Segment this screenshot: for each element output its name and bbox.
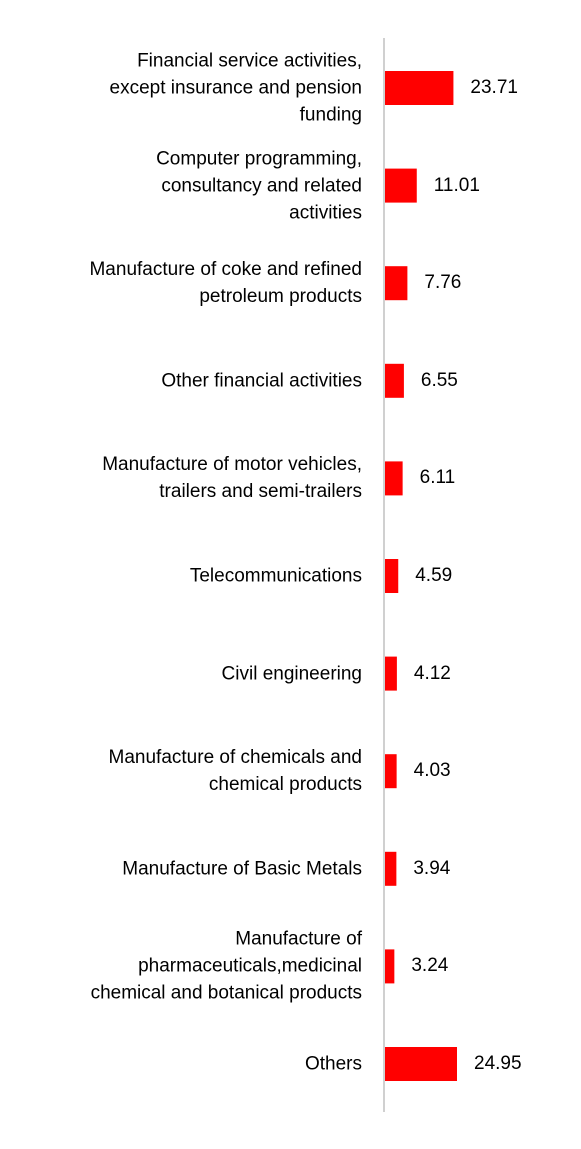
data-label: 11.01 xyxy=(433,174,480,196)
bar xyxy=(385,363,404,398)
category-label: Others xyxy=(32,1051,362,1078)
category-label-line: Manufacture of chemicals and xyxy=(108,747,362,769)
data-label: 6.55 xyxy=(420,369,458,391)
data-label: 23.71 xyxy=(470,77,518,98)
data-label: 4.12 xyxy=(413,662,451,684)
data-label: 7.76 xyxy=(424,272,462,294)
category-label-line: Financial service activities, xyxy=(137,50,362,72)
category-label-line: except insurance and pension xyxy=(109,77,362,99)
category-label-line: pharmaceuticals,medicinal xyxy=(138,955,362,977)
data-label: 4.03 xyxy=(413,760,451,782)
category-label-line: funding xyxy=(299,104,362,126)
bar xyxy=(385,71,454,105)
bar xyxy=(385,559,399,593)
category-label: Manufacture of Basic Metals xyxy=(32,855,362,882)
category-label-line: Others xyxy=(304,1053,362,1075)
category-label-line: Telecommunications xyxy=(189,565,362,587)
data-label: 24.95 xyxy=(474,1053,522,1074)
bar xyxy=(385,656,397,691)
category-label: Financial service activities, except insu… xyxy=(32,48,362,129)
category-label: Manufacture of pharmaceuticals,medicinal c… xyxy=(32,926,362,1007)
bar xyxy=(385,754,397,789)
category-label-line: Other financial activities xyxy=(161,370,362,392)
category-label-line: Manufacture of xyxy=(235,928,362,950)
category-label-line: petroleum products xyxy=(199,286,362,308)
data-label: 3.94 xyxy=(413,857,451,879)
category-label: Other financial activities xyxy=(32,367,362,394)
bar xyxy=(385,266,408,301)
data-label: 4.59 xyxy=(415,565,453,586)
category-label: Manufacture of motor vehicles, trailers a… xyxy=(32,451,362,505)
category-label-line: Civil engineering xyxy=(221,663,362,685)
category-label-line: Manufacture of motor vehicles, xyxy=(102,454,362,476)
category-label-line: consultancy and related xyxy=(161,175,362,197)
data-label: 3.24 xyxy=(411,955,449,977)
category-label-line: Computer programming, xyxy=(156,148,362,170)
category-label-line: chemical and botanical products xyxy=(90,982,362,1004)
category-label-line: Manufacture of Basic Metals xyxy=(122,858,362,880)
category-label-line: chemical products xyxy=(208,774,362,796)
category-label-line: Manufacture of coke and refined xyxy=(89,259,362,281)
category-label-line: activities xyxy=(289,202,362,224)
bar xyxy=(385,168,417,203)
category-label-line: trailers and semi-trailers xyxy=(159,481,362,503)
bar xyxy=(385,1047,457,1081)
category-label: Telecommunications xyxy=(32,563,362,590)
bar xyxy=(385,461,403,496)
category-label: Manufacture of chemicals and chemical pro… xyxy=(32,744,362,798)
category-label: Manufacture of coke and refined petroleum… xyxy=(32,256,362,310)
data-label: 6.11 xyxy=(419,467,456,489)
bar xyxy=(385,851,397,886)
category-label: Civil engineering xyxy=(32,660,362,687)
category-label: Computer programming, consultancy and rel… xyxy=(32,145,362,226)
bar xyxy=(385,949,395,984)
